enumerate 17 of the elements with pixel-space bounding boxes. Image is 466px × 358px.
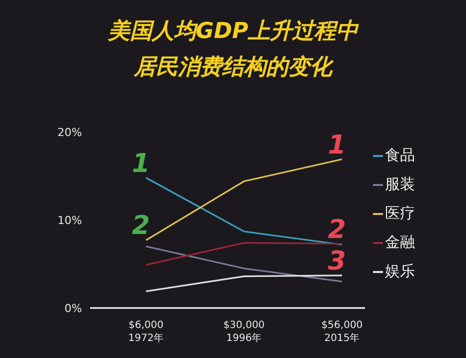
chart-title: 美国人均GDP上升过程中居民消费结构的变化	[106, 18, 360, 82]
legend-label: 娱乐	[385, 262, 415, 281]
y-tick-label: 10%	[58, 214, 82, 227]
x-tick-label: $56,000 2015年	[321, 320, 363, 344]
annotation: 2	[132, 211, 150, 242]
x-tick-label: $6,000 1972年	[128, 320, 164, 344]
x-tick-label: $30,000 1996年	[223, 320, 265, 344]
annotation: 3	[328, 246, 346, 276]
annotation: 2	[328, 214, 346, 245]
legend-label: 医疗	[385, 204, 415, 223]
legend-label: 食品	[385, 146, 415, 165]
y-tick-label: 0%	[64, 302, 82, 315]
y-tick-label: 20%	[58, 126, 82, 139]
annotation: 1	[328, 130, 346, 160]
annotation: 1	[132, 148, 150, 179]
legend-label: 服装	[385, 175, 415, 194]
legend-label: 金融	[385, 233, 415, 252]
